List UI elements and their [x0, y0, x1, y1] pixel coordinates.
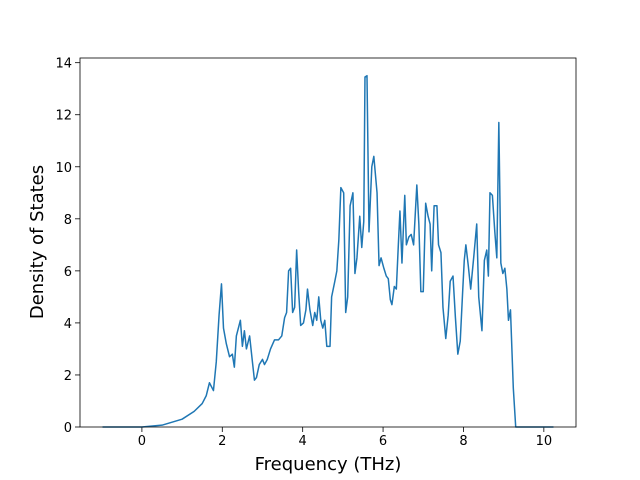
y-tick-label: 2: [64, 369, 72, 384]
y-tick-label: 12: [55, 109, 72, 124]
y-tick-label: 6: [64, 265, 72, 280]
x-tick-label: 2: [218, 434, 226, 449]
y-tick-label: 14: [55, 57, 72, 72]
y-tick-label: 8: [64, 213, 72, 228]
y-tick-label: 10: [55, 161, 72, 176]
x-axis-label: Frequency (THz): [255, 454, 402, 475]
x-tick-label: 6: [379, 434, 387, 449]
dos-line: [102, 74, 554, 428]
y-tick-label: 0: [64, 421, 72, 436]
x-tick-label: 0: [138, 434, 146, 449]
x-tick-label: 8: [459, 434, 467, 449]
x-tick-label: 10: [536, 434, 553, 449]
plot-frame: [79, 57, 577, 428]
y-tick-label: 4: [64, 317, 72, 332]
x-tick-label: 4: [299, 434, 307, 449]
y-axis-label: Density of States: [27, 165, 48, 319]
